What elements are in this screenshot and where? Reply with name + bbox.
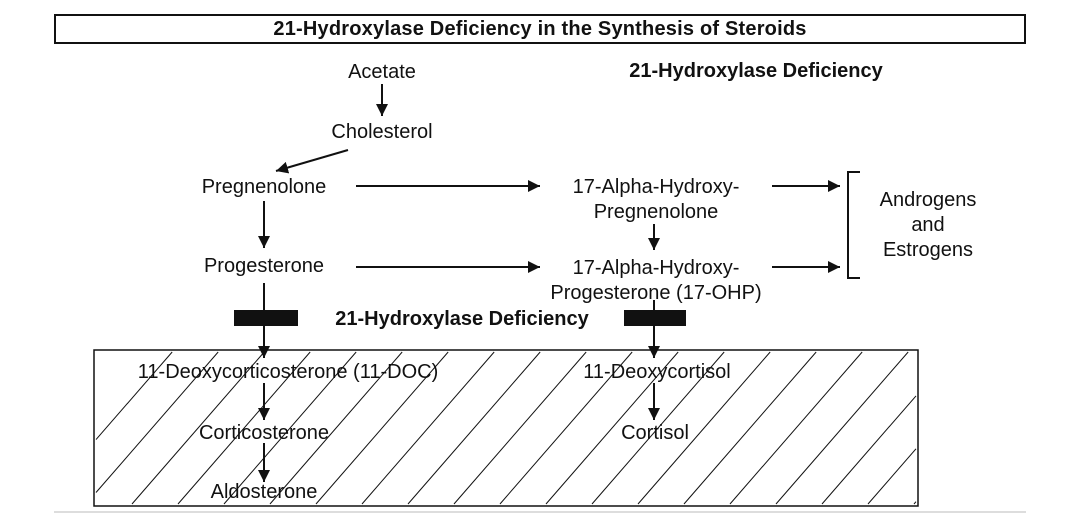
diagram-title: 21-Hydroxylase Deficiency in the Synthes… — [54, 14, 1026, 44]
heading-label: 21-Hydroxylase Deficiency — [629, 60, 883, 82]
hatch-line — [269, 351, 403, 505]
node-aldosterone: Aldosterone — [210, 481, 318, 503]
hatch-line — [131, 351, 265, 505]
hatch-line — [95, 351, 219, 493]
node-cortisol: Cortisol — [621, 422, 689, 444]
node-corticosterone: Corticosterone — [198, 422, 330, 444]
hatch-line — [177, 351, 311, 505]
hatch-line — [821, 395, 917, 505]
hatch-line — [223, 351, 357, 505]
node-17-hydroxy-pregnenolone: 17-Alpha-Hydroxy- Pregnenolone — [572, 176, 740, 223]
hatch-line — [453, 351, 587, 505]
hatch-line — [637, 351, 771, 505]
hatch-line — [95, 351, 173, 440]
block-bar-right — [624, 310, 686, 326]
block-bar-left — [234, 310, 298, 326]
hatching — [95, 351, 917, 505]
hatch-line — [729, 351, 863, 505]
hatch-line — [913, 501, 917, 505]
node-pregnenolone: Pregnenolone — [201, 176, 327, 198]
hatch-line — [407, 351, 541, 505]
node-androgens-estrogens: Androgens and Estrogens — [879, 189, 977, 261]
node-cholesterol: Cholesterol — [331, 121, 433, 143]
hatch-line — [361, 351, 495, 505]
node-17-hydroxy-progesterone: 17-Alpha-Hydroxy- Progesterone (17-OHP) — [550, 257, 762, 304]
diagram-title-text: 21-Hydroxylase Deficiency in the Synthes… — [273, 17, 807, 40]
hatch-line — [867, 448, 917, 505]
node-progesterone: Progesterone — [203, 255, 325, 277]
arrow-cholesterol-pregnenolone — [275, 149, 349, 174]
hatch-line — [545, 351, 679, 505]
hatch-line — [775, 351, 909, 505]
node-11-doc: 11-Deoxycorticosterone (11-DOC) — [137, 361, 439, 383]
blocked-products-box — [93, 349, 919, 507]
hatch-line — [683, 351, 817, 505]
block-label: 21-Hydroxylase Deficiency — [333, 307, 591, 331]
hatch-line — [499, 351, 633, 505]
hatch-line — [315, 351, 449, 505]
androgens-bracket — [847, 171, 860, 279]
node-11-deoxycortisol: 11-Deoxycortisol — [583, 361, 731, 383]
node-acetate: Acetate — [348, 61, 416, 83]
hatch-line — [591, 351, 725, 505]
